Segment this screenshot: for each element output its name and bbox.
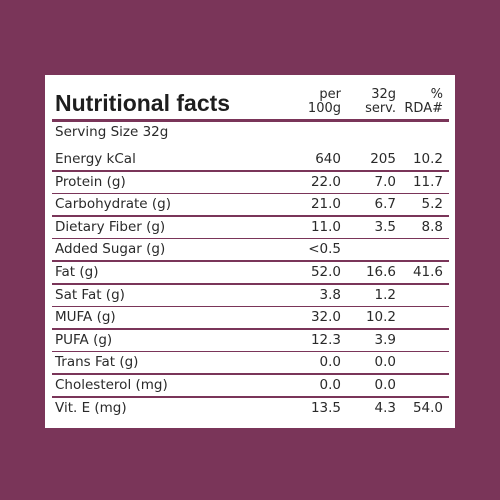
cell-value: 12.3 — [310, 331, 341, 348]
row-divider — [52, 373, 449, 375]
row-divider — [52, 215, 449, 217]
column-header: % — [430, 87, 443, 102]
cell-value: 16.6 — [365, 264, 396, 280]
cell-value: 5.2 — [421, 196, 443, 213]
cell-value: 3.8 — [319, 286, 341, 303]
row-divider — [52, 396, 449, 398]
cell-value: 205 — [370, 151, 396, 167]
cell-value: 32.0 — [310, 309, 341, 326]
row-divider — [52, 305, 449, 308]
row-label: Energy kCal — [55, 151, 136, 167]
row-divider — [52, 170, 449, 172]
cell-value: 11.7 — [412, 173, 443, 190]
cell-value: 41.6 — [412, 264, 443, 280]
column-header: serv. — [365, 101, 396, 116]
row-label: MUFA (g) — [55, 309, 116, 326]
row-divider — [52, 237, 449, 240]
row-label: Trans Fat (g) — [55, 354, 139, 371]
row-label: Cholesterol (mg) — [55, 377, 168, 393]
row-label: Vit. E (mg) — [55, 399, 127, 416]
column-header: 32g — [371, 87, 396, 102]
cell-value: 54.0 — [412, 399, 443, 416]
cell-value: 640 — [315, 151, 341, 167]
row-label: Carbohydrate (g) — [55, 196, 172, 213]
cell-value: 7.0 — [374, 173, 396, 190]
nutrition-panel: Nutritional facts Serving Size 32g per 10… — [45, 75, 455, 428]
cell-value: 0.0 — [374, 377, 396, 393]
cell-value: 52.0 — [310, 264, 341, 280]
column-header: RDA# — [404, 101, 443, 116]
title: Nutritional facts — [55, 90, 231, 116]
cell-value: 1.2 — [374, 286, 396, 303]
cell-value: 6.7 — [374, 196, 396, 213]
row-label: PUFA (g) — [55, 331, 113, 348]
cell-value: 0.0 — [319, 354, 341, 371]
cell-value: 21.0 — [310, 196, 341, 213]
row-divider — [52, 350, 449, 353]
cell-value: <0.5 — [308, 241, 341, 258]
cell-value: 3.9 — [374, 331, 396, 348]
row-label: Added Sugar (g) — [55, 241, 166, 258]
row-label: Protein (g) — [55, 173, 126, 190]
row-divider — [52, 328, 449, 330]
serving-size: Serving Size 32g — [55, 124, 169, 140]
cell-value: 22.0 — [310, 173, 341, 190]
header-rule — [52, 119, 449, 122]
row-label: Dietary Fiber (g) — [55, 218, 166, 235]
cell-value: 0.0 — [319, 377, 341, 393]
row-label: Fat (g) — [55, 264, 99, 280]
column-header: per — [319, 87, 341, 102]
cell-value: 10.2 — [365, 309, 396, 326]
cell-value: 3.5 — [374, 218, 396, 235]
row-label: Sat Fat (g) — [55, 286, 125, 303]
cell-value: 10.2 — [412, 151, 443, 167]
cell-value: 4.3 — [374, 399, 396, 416]
cell-value: 13.5 — [310, 399, 341, 416]
row-divider — [52, 260, 449, 262]
cell-value: 8.8 — [421, 218, 443, 235]
column-header: 100g — [307, 101, 341, 116]
row-divider — [52, 192, 449, 195]
cell-value: 0.0 — [374, 354, 396, 371]
row-divider — [52, 283, 449, 285]
cell-value: 11.0 — [310, 218, 341, 235]
